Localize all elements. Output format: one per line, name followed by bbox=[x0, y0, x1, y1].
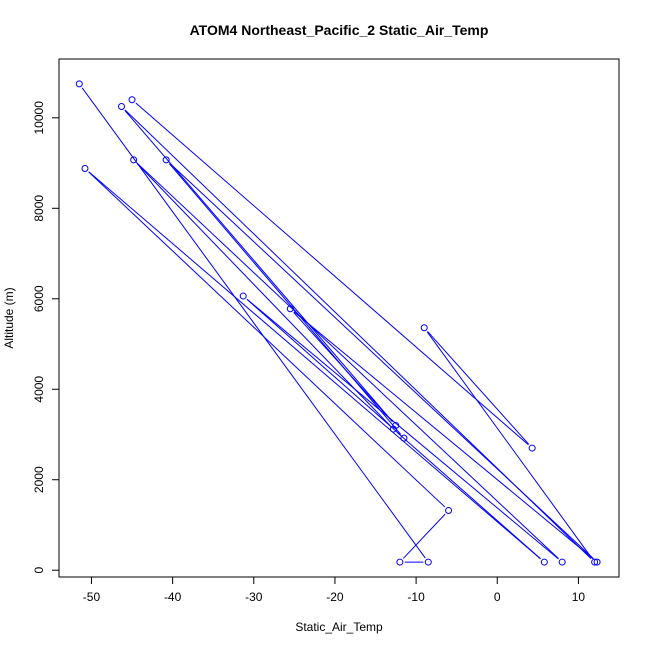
data-point bbox=[396, 558, 404, 566]
series-segment bbox=[402, 513, 446, 559]
series-segment bbox=[81, 87, 426, 559]
data-point bbox=[130, 156, 138, 164]
series-segment bbox=[246, 298, 401, 436]
series-segment bbox=[293, 312, 393, 423]
x-tick-label: -20 bbox=[326, 590, 344, 604]
series-lines bbox=[81, 87, 594, 563]
plot-frame bbox=[58, 58, 620, 578]
series-segment bbox=[136, 163, 391, 426]
y-tick-label: 4000 bbox=[32, 376, 46, 403]
series-segment bbox=[427, 331, 530, 445]
data-point bbox=[75, 80, 83, 88]
series-segment bbox=[88, 171, 446, 508]
series-segment bbox=[136, 162, 559, 560]
data-point bbox=[81, 164, 89, 172]
data-point bbox=[392, 421, 400, 429]
data-point bbox=[286, 305, 294, 313]
data-point bbox=[591, 558, 599, 566]
y-tick-label: 2000 bbox=[32, 466, 46, 493]
series-segment bbox=[168, 163, 402, 435]
series-segment bbox=[426, 331, 593, 559]
series-segment bbox=[135, 102, 529, 446]
x-tick-label: 0 bbox=[494, 590, 501, 604]
series-segment bbox=[246, 298, 559, 560]
data-point bbox=[128, 96, 136, 104]
x-tick-label: 10 bbox=[572, 590, 586, 604]
data-point bbox=[420, 324, 428, 332]
y-tick-label: 6000 bbox=[32, 285, 46, 312]
data-point bbox=[117, 103, 125, 111]
series-points bbox=[75, 80, 601, 566]
chart-title: ATOM4 Northeast_Pacific_2 Static_Air_Tem… bbox=[190, 22, 489, 38]
series-segment bbox=[396, 431, 541, 560]
x-tick-label: -40 bbox=[164, 590, 182, 604]
y-tick-label: 0 bbox=[32, 567, 46, 574]
series-segment bbox=[88, 171, 541, 560]
y-axis: 0 2000 4000 6000 8000 10000 bbox=[32, 101, 59, 574]
x-axis: -50 -40 -30 -20 -10 0 10 bbox=[83, 577, 586, 604]
series-segment bbox=[293, 311, 594, 560]
data-point bbox=[445, 506, 453, 514]
y-axis-label: Altitude (m) bbox=[2, 287, 16, 348]
data-point bbox=[528, 444, 536, 452]
data-point bbox=[424, 558, 432, 566]
data-point bbox=[239, 292, 247, 300]
data-point bbox=[593, 558, 601, 566]
data-point bbox=[558, 558, 566, 566]
x-axis-label: Static_Air_Temp bbox=[295, 620, 383, 634]
series-segment bbox=[124, 109, 393, 422]
x-tick-label: -30 bbox=[245, 590, 263, 604]
y-tick-label: 8000 bbox=[32, 195, 46, 222]
series-segment bbox=[124, 109, 592, 559]
x-tick-label: -50 bbox=[83, 590, 101, 604]
y-tick-label: 10000 bbox=[32, 101, 46, 135]
data-point bbox=[389, 425, 397, 433]
data-point bbox=[162, 156, 170, 164]
x-tick-label: -10 bbox=[407, 590, 425, 604]
data-point bbox=[540, 558, 548, 566]
data-point bbox=[400, 434, 408, 442]
